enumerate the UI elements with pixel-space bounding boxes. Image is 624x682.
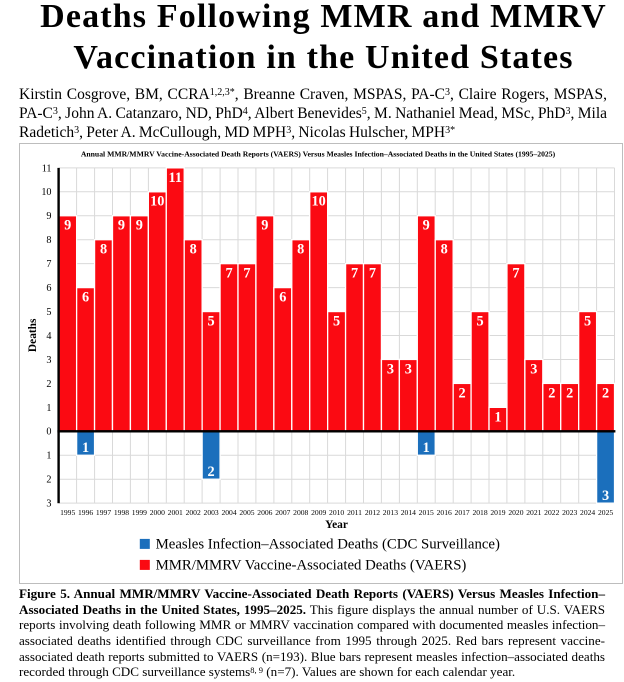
svg-text:1: 1 — [46, 451, 51, 462]
svg-text:6: 6 — [46, 283, 51, 294]
svg-text:3: 3 — [602, 488, 609, 504]
svg-text:5: 5 — [476, 313, 483, 329]
svg-text:1: 1 — [46, 403, 51, 414]
svg-text:1995: 1995 — [60, 508, 75, 517]
svg-text:8: 8 — [297, 242, 304, 258]
svg-text:Year: Year — [325, 519, 348, 531]
svg-text:2: 2 — [208, 464, 215, 480]
svg-text:5: 5 — [333, 313, 340, 329]
svg-text:2014: 2014 — [401, 508, 416, 517]
svg-text:2003: 2003 — [204, 508, 219, 517]
svg-text:1997: 1997 — [96, 508, 111, 517]
svg-text:11: 11 — [42, 163, 52, 174]
svg-text:9: 9 — [261, 218, 268, 234]
svg-text:2011: 2011 — [347, 508, 362, 517]
svg-text:2002: 2002 — [186, 508, 201, 517]
svg-text:0: 0 — [46, 427, 51, 438]
svg-text:5: 5 — [208, 313, 215, 329]
svg-text:1: 1 — [494, 409, 501, 425]
svg-text:3: 3 — [387, 361, 394, 377]
svg-text:7: 7 — [46, 259, 51, 270]
svg-text:9: 9 — [136, 218, 143, 234]
svg-text:8: 8 — [46, 235, 51, 246]
svg-text:8: 8 — [441, 242, 448, 258]
svg-text:2024: 2024 — [580, 508, 595, 517]
svg-text:5: 5 — [584, 313, 591, 329]
svg-text:Measles Infection–Associated D: Measles Infection–Associated Deaths (CDC… — [156, 537, 500, 553]
svg-text:3: 3 — [46, 355, 51, 366]
svg-text:8: 8 — [100, 242, 107, 258]
svg-text:2: 2 — [602, 385, 609, 401]
svg-text:1998: 1998 — [114, 508, 129, 517]
svg-text:2015: 2015 — [419, 508, 434, 517]
svg-text:9: 9 — [46, 211, 51, 222]
svg-text:2: 2 — [46, 475, 51, 486]
svg-text:6: 6 — [82, 290, 89, 306]
svg-text:1999: 1999 — [132, 508, 147, 517]
svg-text:7: 7 — [351, 266, 358, 282]
svg-text:2021: 2021 — [526, 508, 541, 517]
svg-text:2: 2 — [459, 385, 466, 401]
svg-text:2: 2 — [548, 385, 555, 401]
svg-text:4: 4 — [46, 331, 51, 342]
svg-text:2022: 2022 — [544, 508, 559, 517]
svg-text:7: 7 — [369, 266, 376, 282]
svg-text:2012: 2012 — [365, 508, 380, 517]
svg-text:2009: 2009 — [311, 508, 326, 517]
svg-text:2006: 2006 — [257, 508, 272, 517]
svg-text:2: 2 — [566, 385, 573, 401]
svg-text:2019: 2019 — [490, 508, 505, 517]
svg-text:2025: 2025 — [598, 508, 613, 517]
svg-text:2001: 2001 — [168, 508, 183, 517]
svg-text:2023: 2023 — [562, 508, 577, 517]
svg-text:9: 9 — [423, 218, 430, 234]
svg-text:9: 9 — [64, 218, 71, 234]
svg-text:Annual MMR/MMRV Vaccine-Associ: Annual MMR/MMRV Vaccine-Associated Death… — [81, 150, 556, 159]
svg-text:10: 10 — [150, 194, 164, 210]
svg-text:10: 10 — [312, 194, 326, 210]
svg-text:1: 1 — [423, 440, 430, 456]
svg-text:2005: 2005 — [239, 508, 254, 517]
svg-text:Deaths: Deaths — [27, 318, 39, 352]
svg-text:1996: 1996 — [78, 508, 93, 517]
svg-text:11: 11 — [168, 170, 182, 186]
svg-text:2018: 2018 — [472, 508, 487, 517]
svg-text:3: 3 — [405, 361, 412, 377]
svg-text:2016: 2016 — [437, 508, 452, 517]
svg-text:7: 7 — [243, 266, 250, 282]
svg-text:1: 1 — [82, 440, 89, 456]
svg-text:3: 3 — [46, 499, 51, 510]
svg-text:2000: 2000 — [150, 508, 165, 517]
svg-text:2020: 2020 — [508, 508, 523, 517]
svg-text:7: 7 — [225, 266, 232, 282]
svg-text:10: 10 — [41, 187, 51, 198]
svg-text:2017: 2017 — [455, 508, 470, 517]
svg-text:2007: 2007 — [275, 508, 290, 517]
svg-text:2013: 2013 — [383, 508, 398, 517]
svg-text:6: 6 — [279, 290, 286, 306]
svg-text:3: 3 — [530, 361, 537, 377]
svg-text:MMR/MMRV Vaccine-Associated De: MMR/MMRV Vaccine-Associated Deaths (VAER… — [156, 558, 467, 574]
svg-text:2008: 2008 — [293, 508, 308, 517]
svg-text:2010: 2010 — [329, 508, 344, 517]
svg-text:8: 8 — [190, 242, 197, 258]
svg-text:2004: 2004 — [221, 508, 236, 517]
svg-text:2: 2 — [46, 379, 51, 390]
svg-text:5: 5 — [46, 307, 51, 318]
svg-text:9: 9 — [118, 218, 125, 234]
svg-text:7: 7 — [512, 266, 519, 282]
